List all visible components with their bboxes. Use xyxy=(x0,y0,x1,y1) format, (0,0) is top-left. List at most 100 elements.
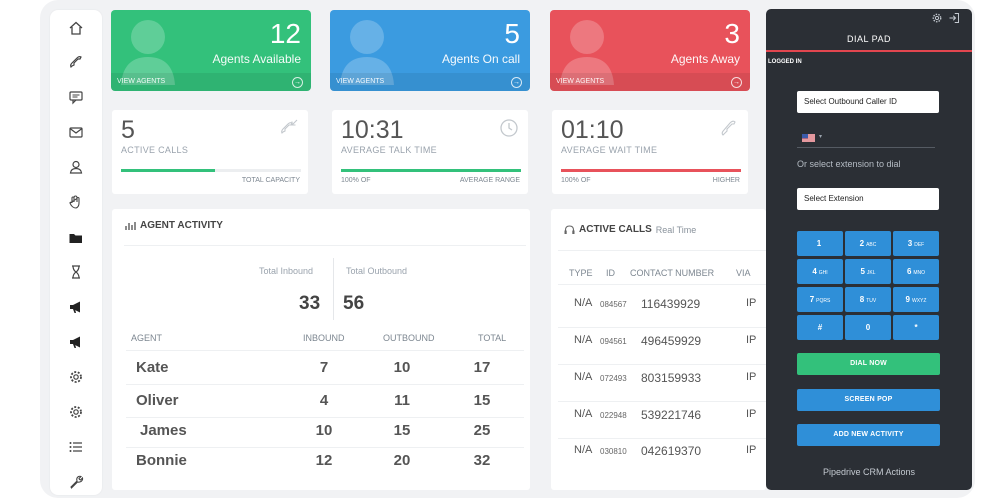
contact-number: 042619370 xyxy=(641,444,702,458)
screen-pop-button[interactable]: SCREEN POP xyxy=(797,389,940,411)
column-header-via: VIA xyxy=(736,268,751,278)
divider xyxy=(558,250,766,251)
key-5[interactable]: 5 JKL xyxy=(845,259,891,284)
column-header-type: TYPE xyxy=(569,268,593,278)
gear-icon[interactable] xyxy=(66,402,86,422)
agent-name: James xyxy=(140,422,187,439)
extension-select[interactable]: Select Extension xyxy=(797,188,939,210)
folder-icon[interactable] xyxy=(66,228,86,248)
phone-icon xyxy=(721,120,736,136)
add-new-activity-button[interactable]: ADD NEW ACTIVITY xyxy=(797,424,940,446)
hourglass-icon[interactable] xyxy=(66,262,86,282)
table-row[interactable]: Oliver 4 11 15 xyxy=(126,388,524,418)
table-row[interactable]: N/A 094561 496459929 IP xyxy=(558,328,768,365)
total-count: 25 xyxy=(473,422,491,439)
call-id: 072493 xyxy=(600,374,627,383)
call-id: 030810 xyxy=(600,447,627,456)
key-4[interactable]: 4 GHI xyxy=(797,259,843,284)
phone-icon[interactable] xyxy=(66,52,86,72)
stat-value: 3 xyxy=(724,18,740,49)
table-row[interactable]: Kate 7 10 17 xyxy=(126,355,524,385)
key-9[interactable]: 9 WXYZ xyxy=(893,287,939,312)
talk-time-bar xyxy=(341,169,521,172)
dial-pad-accent-line xyxy=(766,50,972,52)
megaphone-icon[interactable] xyxy=(66,332,86,352)
arrow-right-icon[interactable]: → xyxy=(292,77,303,88)
arrow-right-icon[interactable]: → xyxy=(511,77,522,88)
metric-value: 5 xyxy=(121,116,135,144)
list-icon[interactable] xyxy=(66,437,86,457)
key-0[interactable]: 0 xyxy=(845,315,891,340)
arrow-right-icon[interactable]: → xyxy=(731,77,742,88)
contact-number: 496459929 xyxy=(641,334,702,348)
call-via: IP xyxy=(746,297,757,309)
phone-number-input[interactable] xyxy=(797,147,935,148)
call-via: IP xyxy=(746,371,757,383)
avatar-icon xyxy=(560,20,614,85)
key-2[interactable]: 2 ABC xyxy=(845,231,891,256)
view-agents-link[interactable]: VIEW AGENTS xyxy=(111,73,311,91)
agent-activity-panel xyxy=(112,209,530,490)
wait-time-bar xyxy=(561,169,741,172)
key-hash[interactable]: # xyxy=(797,315,843,340)
chevron-down-icon[interactable]: ▾ xyxy=(819,134,823,140)
key-7[interactable]: 7 PQRS xyxy=(797,287,843,312)
column-header-agent: AGENT xyxy=(131,333,163,343)
wait-time-bar-fill xyxy=(561,169,741,172)
call-id: 094561 xyxy=(600,337,627,346)
metric-value: 01:10 xyxy=(561,116,624,144)
gear-icon[interactable] xyxy=(66,367,86,387)
table-row[interactable]: N/A 084567 116439929 IP xyxy=(558,291,768,328)
view-agents-link[interactable]: VIEW AGENTS xyxy=(550,73,750,91)
logout-icon[interactable] xyxy=(948,12,960,24)
table-row[interactable]: N/A 072493 803159933 IP xyxy=(558,365,768,402)
key-6[interactable]: 6 MNO xyxy=(893,259,939,284)
caller-id-select[interactable]: Select Outbound Caller ID xyxy=(797,91,939,113)
stat-card-available[interactable]: 12 Agents Available VIEW AGENTS → xyxy=(111,10,311,91)
dial-pad-title: DIAL PAD xyxy=(846,34,891,44)
table-row[interactable]: Bonnie 12 20 32 xyxy=(126,448,524,478)
outbound-count: 20 xyxy=(393,452,411,469)
us-flag-icon[interactable] xyxy=(802,134,815,142)
talk-time-bar-fill xyxy=(341,169,521,172)
sidebar xyxy=(50,10,102,495)
agent-activity-title: AGENT ACTIVITY xyxy=(125,220,223,231)
key-8[interactable]: 8 TUV xyxy=(845,287,891,312)
inbound-count: 10 xyxy=(315,422,333,439)
panel-title-text: AGENT ACTIVITY xyxy=(140,220,223,231)
panel-title-text: ACTIVE CALLS xyxy=(579,224,652,235)
stat-card-on-call[interactable]: 5 Agents On call VIEW AGENTS → xyxy=(330,10,530,91)
clock-icon xyxy=(500,119,518,137)
total-count: 17 xyxy=(473,359,491,376)
hand-icon[interactable] xyxy=(66,192,86,212)
metric-foot-left: 100% OF xyxy=(341,177,371,184)
table-row[interactable]: N/A 030810 042619370 IP xyxy=(558,438,768,475)
column-header-contact-number: CONTACT NUMBER xyxy=(630,268,715,278)
divider xyxy=(333,258,334,320)
view-agents-link[interactable]: VIEW AGENTS xyxy=(330,73,530,91)
wrench-icon[interactable] xyxy=(66,472,86,492)
user-icon[interactable] xyxy=(66,157,86,177)
gear-icon[interactable] xyxy=(931,12,943,24)
key-3[interactable]: 3 DEF xyxy=(893,231,939,256)
mail-icon[interactable] xyxy=(66,122,86,142)
capacity-bar-fill xyxy=(121,169,215,172)
extension-hint: Or select extension to dial xyxy=(797,159,901,169)
table-row[interactable]: James 10 15 25 xyxy=(126,418,524,448)
contact-number: 539221746 xyxy=(641,408,702,422)
key-star[interactable]: * xyxy=(893,315,939,340)
total-count: 32 xyxy=(473,452,491,469)
headset-icon xyxy=(564,224,575,234)
stat-card-away[interactable]: 3 Agents Away VIEW AGENTS → xyxy=(550,10,750,91)
call-type: N/A xyxy=(574,371,593,383)
megaphone-icon[interactable] xyxy=(66,297,86,317)
home-icon[interactable] xyxy=(66,18,86,38)
chat-icon[interactable] xyxy=(66,87,86,107)
login-status: LOGGED IN xyxy=(768,59,802,65)
outbound-count: 11 xyxy=(394,392,410,409)
total-inbound-value: 33 xyxy=(299,293,321,314)
table-row[interactable]: N/A 022948 539221746 IP xyxy=(558,402,768,439)
key-1[interactable]: 1 xyxy=(797,231,843,256)
stat-label: Agents On call xyxy=(441,52,520,66)
dial-now-button[interactable]: DIAL NOW xyxy=(797,353,940,375)
